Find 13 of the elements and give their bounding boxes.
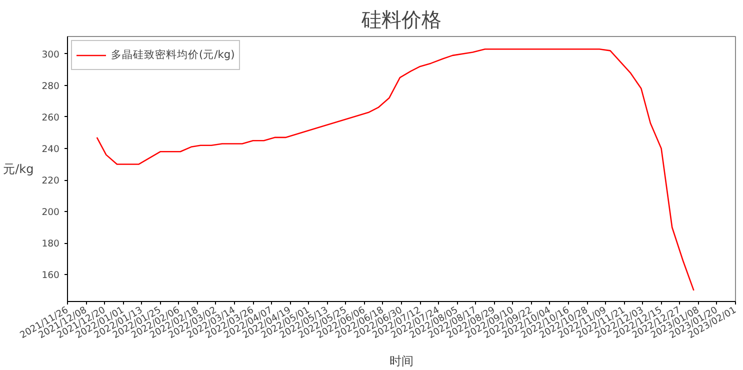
- y-tick-label: 260: [42, 112, 60, 124]
- y-tick-label: 180: [42, 238, 60, 250]
- y-tick-label: 280: [42, 80, 60, 92]
- chart-title: 硅料价格: [360, 8, 442, 32]
- y-tick-label: 300: [42, 49, 60, 60]
- y-tick-label: 220: [42, 176, 60, 187]
- y-tick-label: 160: [42, 270, 60, 282]
- line-series: [96, 48, 694, 292]
- legend-label: 多晶硅致密料均价(元/kg): [111, 48, 235, 62]
- y-tick-label: 240: [42, 144, 60, 155]
- y-tick-label: 200: [42, 207, 60, 218]
- y-axis-title: 元/kg: [3, 162, 34, 176]
- x-axis-title: 时间: [390, 354, 414, 368]
